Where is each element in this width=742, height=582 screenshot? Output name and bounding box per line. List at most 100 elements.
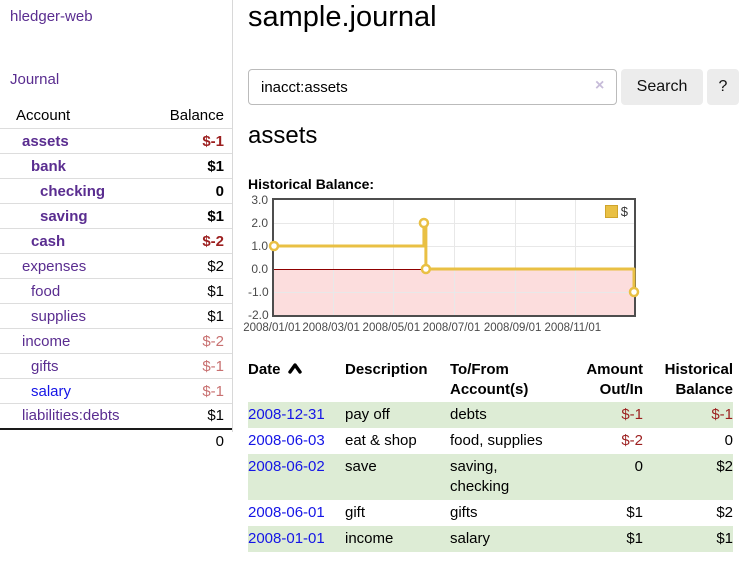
- transaction-row: 2008-06-03 eat & shop food, supplies $-2 0: [248, 428, 733, 454]
- sidebar-account-link-bank[interactable]: bank: [31, 157, 67, 175]
- y-axis-tick-label: -1.0: [248, 285, 269, 299]
- chart-label: Historical Balance:: [248, 176, 375, 192]
- accounts-header-balance: Balance: [169, 107, 224, 124]
- transaction-balance: $-1: [711, 406, 733, 423]
- data-point-marker: [628, 286, 640, 298]
- y-axis-tick-label: 3.0: [251, 193, 268, 207]
- transaction-date-link[interactable]: 2008-06-03: [248, 432, 325, 449]
- accounts-header-account: Account: [16, 107, 71, 124]
- main-content: sample.journal × Search ? assets Histori…: [243, 0, 742, 582]
- sidebar-account-link-salary[interactable]: salary: [31, 382, 72, 400]
- transaction-description: save: [345, 458, 377, 475]
- sidebar-account-row: checking 0: [0, 178, 232, 204]
- balance-series: [268, 217, 640, 298]
- sidebar-total-balance: 0: [152, 427, 232, 454]
- search-input[interactable]: [248, 69, 617, 105]
- help-button[interactable]: ?: [707, 69, 739, 105]
- y-axis-tick-label: -2.0: [248, 308, 269, 322]
- register-header-amount: Amount Out/In: [563, 358, 643, 402]
- sidebar-account-balance: $1: [152, 153, 232, 179]
- transaction-description: eat & shop: [345, 432, 417, 449]
- register-header-label: Date: [248, 361, 281, 378]
- sidebar-account-link-gifts[interactable]: gifts: [31, 357, 59, 375]
- register-header-label: Balance: [675, 381, 733, 398]
- transaction-balance: $2: [716, 504, 733, 521]
- sidebar-account-balance: $2: [152, 253, 232, 279]
- sidebar-account-link-expenses[interactable]: expenses: [22, 257, 87, 275]
- sidebar-account-balance: $-1: [152, 353, 232, 379]
- x-axis-tick-label: 2008/03/01: [302, 322, 360, 334]
- transaction-date-link[interactable]: 2008-01-01: [248, 530, 325, 547]
- sidebar-account-balance: $-2: [152, 328, 232, 354]
- legend-swatch: [604, 205, 618, 218]
- search-button[interactable]: Search: [621, 69, 703, 105]
- transaction-row: 2008-12-31 pay off debts $-1 $-1: [248, 402, 733, 428]
- chart-legend: $: [602, 203, 630, 220]
- register-header-description: Description: [345, 358, 450, 402]
- x-axis-tick-label: 2008/01/01: [243, 322, 301, 334]
- sidebar-account-balance: $1: [152, 203, 232, 229]
- register-table: Date Description To/From Account(s) Amount Ou…: [248, 358, 733, 552]
- sidebar-account-row: income $-2: [0, 328, 232, 354]
- sidebar-account-balance: $-1: [152, 378, 232, 404]
- sidebar-account-link-assets[interactable]: assets: [22, 132, 69, 150]
- sidebar-account-balance: $1: [152, 278, 232, 304]
- transaction-balance: $2: [716, 458, 733, 475]
- nav-journal-link[interactable]: Journal: [10, 71, 60, 88]
- sidebar-account-row: bank $1: [0, 153, 232, 179]
- transaction-row: 2008-06-01 gift gifts $1 $2: [248, 500, 733, 526]
- v-gridline: [333, 200, 335, 315]
- sidebar-account-link-liabilities-debts[interactable]: liabilities:debts: [22, 407, 120, 425]
- sidebar-account-balance: 0: [152, 178, 232, 204]
- sidebar-account-link-cash[interactable]: cash: [31, 232, 66, 250]
- sidebar-account-balance: $1: [152, 303, 232, 329]
- transaction-amount: 0: [634, 458, 643, 475]
- register-header-label: To/From: [450, 361, 509, 378]
- v-gridline: [574, 200, 576, 315]
- x-axis-tick-label: 2008/09/01: [483, 322, 542, 334]
- sidebar-account-row: food $1: [0, 278, 232, 304]
- register-header-tofrom: To/From Account(s): [450, 358, 563, 402]
- transaction-amount: $1: [626, 504, 643, 521]
- transaction-date-link[interactable]: 2008-06-01: [248, 504, 325, 521]
- sidebar-account-balance: $1: [152, 403, 232, 429]
- sidebar-account-link-food[interactable]: food: [31, 282, 61, 300]
- sidebar-total-row: 0: [0, 427, 232, 454]
- sidebar-account-balance: $-1: [152, 128, 232, 154]
- sidebar-account-link-saving[interactable]: saving: [40, 207, 88, 225]
- search-bar: × Search ?: [248, 69, 742, 105]
- data-point-marker: [268, 240, 280, 252]
- transaction-description: gift: [345, 504, 366, 521]
- sidebar-account-row: saving $1: [0, 203, 232, 229]
- app-brand-link[interactable]: hledger-web: [10, 8, 93, 25]
- sidebar-account-row: assets $-1: [0, 128, 232, 154]
- clear-search-icon[interactable]: ×: [595, 77, 605, 94]
- transaction-accounts: food, supplies: [450, 432, 543, 449]
- x-axis-tick-label: 2008/07/01: [422, 322, 481, 334]
- sidebar-account-row: cash $-2: [0, 228, 232, 254]
- transaction-description: pay off: [345, 406, 390, 423]
- y-axis-tick-label: 0.0: [251, 262, 268, 276]
- transaction-amount: $-1: [621, 406, 643, 423]
- transaction-accounts: salary: [450, 530, 491, 547]
- register-header-date[interactable]: Date: [248, 358, 345, 402]
- x-axis-tick-label: 2008/11/01: [544, 322, 602, 334]
- transaction-accounts: gifts: [450, 504, 478, 521]
- account-title: assets: [248, 122, 318, 149]
- data-point-marker: [420, 263, 432, 275]
- sidebar-account-link-supplies[interactable]: supplies: [31, 307, 87, 325]
- sort-ascending-icon: [287, 363, 302, 374]
- transaction-row: 2008-01-01 income salary $1 $1: [248, 526, 733, 552]
- transaction-date-link[interactable]: 2008-12-31: [248, 406, 325, 423]
- v-gridline: [453, 200, 455, 315]
- register-header-label: Account(s): [450, 381, 529, 398]
- sidebar-account-row: expenses $2: [0, 253, 232, 279]
- transaction-amount: $-2: [621, 432, 643, 449]
- sidebar-account-balance: $-2: [152, 228, 232, 254]
- sidebar-account-link-checking[interactable]: checking: [40, 182, 106, 200]
- register-header-label: Out/In: [599, 381, 643, 398]
- sidebar-account-link-income[interactable]: income: [22, 332, 71, 350]
- sidebar-account-row: supplies $1: [0, 303, 232, 329]
- transaction-date-link[interactable]: 2008-06-02: [248, 458, 325, 475]
- transaction-balance: 0: [724, 432, 733, 449]
